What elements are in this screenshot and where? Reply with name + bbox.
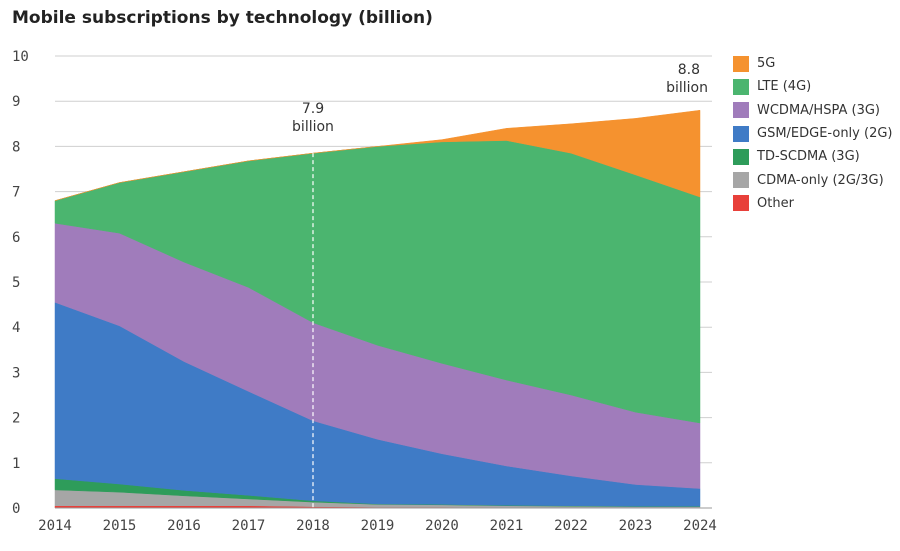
annotations: 7.9 billion 8.8 billion	[292, 62, 708, 508]
legend-item-cdma-only-2g-3g: CDMA-only (2G/3G)	[733, 168, 892, 191]
legend-item-lte-4g: LTE (4G)	[733, 75, 892, 98]
annotation-value: 8.8	[678, 62, 700, 78]
y-tick-label: 0	[12, 501, 20, 517]
annotation-value: 7.9	[302, 101, 324, 117]
y-tick-label: 2	[12, 411, 20, 427]
y-tick-label: 5	[12, 275, 20, 291]
annotation-unit: billion	[292, 119, 334, 135]
legend-swatch	[733, 172, 749, 189]
chart-title: Mobile subscriptions by technology (bill…	[12, 8, 433, 28]
legend-swatch	[733, 102, 749, 119]
x-tick-label: 2017	[232, 518, 266, 534]
x-axis: 2014 2015 2016 2017 2018 2019 2020 2021 2022 2023…	[38, 507, 717, 534]
x-tick-label: 2018	[296, 518, 330, 534]
legend-item-td-scdma-3g: TD-SCDMA (3G)	[733, 145, 892, 168]
x-tick-label: 2021	[490, 518, 524, 534]
legend-swatch	[733, 78, 749, 95]
legend-item-other: Other	[733, 192, 892, 215]
y-tick-label: 4	[12, 320, 20, 336]
legend-label: GSM/EDGE-only (2G)	[757, 126, 893, 142]
x-tick-label: 2014	[38, 518, 72, 534]
x-tick-label: 2015	[103, 518, 137, 534]
x-tick-label: 2019	[361, 518, 395, 534]
y-tick-label: 10	[12, 49, 29, 65]
y-tick-label: 9	[12, 94, 20, 110]
legend-swatch	[733, 195, 749, 212]
x-tick-label: 2022	[554, 518, 588, 534]
legend-item-5g: 5G	[733, 52, 892, 75]
legend-label: Other	[757, 195, 794, 211]
annotation-unit: billion	[666, 80, 708, 96]
y-tick-label: 3	[12, 365, 20, 381]
area-series	[54, 109, 701, 509]
x-tick-label: 2016	[167, 518, 201, 534]
legend-label: TD-SCDMA (3G)	[757, 149, 860, 165]
legend-item-gsm-edge-only-2g: GSM/EDGE-only (2G)	[733, 122, 892, 145]
legend-item-wcdma-hspa-3g: WCDMA/HSPA (3G)	[733, 99, 892, 122]
x-tick-label: 2023	[619, 518, 653, 534]
x-tick-label: 2024	[683, 518, 717, 534]
legend-label: 5G	[757, 56, 776, 72]
x-tick-label: 2020	[425, 518, 459, 534]
legend-label: LTE (4G)	[757, 79, 812, 95]
y-tick-label: 6	[12, 230, 20, 246]
legend-swatch	[733, 125, 749, 142]
legend: 5G LTE (4G) WCDMA/HSPA (3G) GSM/EDGE-only (…	[733, 52, 892, 215]
y-tick-label: 7	[12, 185, 20, 201]
y-tick-label: 1	[12, 456, 20, 472]
legend-label: WCDMA/HSPA (3G)	[757, 102, 880, 118]
y-tick-label: 8	[12, 139, 20, 155]
legend-swatch	[733, 148, 749, 165]
y-axis: 0 1 2 3 4 5 6 7 8 9 10	[12, 49, 29, 517]
legend-swatch	[733, 55, 749, 72]
area-5g	[54, 109, 701, 201]
legend-label: CDMA-only (2G/3G)	[757, 172, 884, 188]
